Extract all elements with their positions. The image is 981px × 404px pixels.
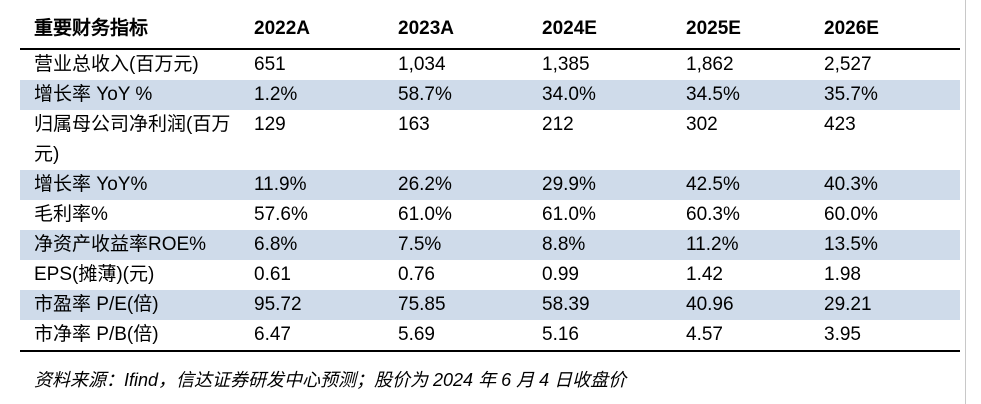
cell-value: 2,527: [824, 54, 872, 75]
cell-value: 6.8%: [240, 230, 384, 260]
row-label: 增长率 YoY %: [20, 80, 240, 110]
cell-value: 60.0%: [824, 204, 878, 225]
cell-value: 1,034: [398, 54, 446, 75]
cell-value: 75.85: [384, 290, 528, 320]
cell-value: 302: [686, 114, 718, 135]
cell-value: 13.5%: [810, 230, 960, 260]
row-label: 市净率 P/B(倍): [20, 320, 240, 352]
header-2026e: 2026E: [810, 10, 960, 50]
cell-value: 34.5%: [672, 80, 810, 110]
cell-value: 1.42: [686, 264, 723, 285]
source-note: 资料来源：Ifind，信达证券研发中心预测；股价为 2024 年 6 月 4 日…: [34, 370, 627, 390]
row-label: 归属母公司净利润(百万元): [34, 114, 231, 165]
cell-value: 1,385: [542, 54, 590, 75]
cell-value: 26.2%: [384, 170, 528, 200]
cell-value: 1.98: [824, 264, 861, 285]
cell-value: 4.57: [672, 320, 810, 352]
header-2024e: 2024E: [528, 10, 672, 50]
header-2022a: 2022A: [240, 10, 384, 50]
cell-value: 58.7%: [384, 80, 528, 110]
cell-value: 61.0%: [542, 204, 596, 225]
header-2023a: 2023A: [384, 10, 528, 50]
cell-value: 57.6%: [254, 204, 308, 225]
row-net-profit: 归属母公司净利润(百万元) 129 163 212 302 423: [20, 110, 960, 170]
row-eps: EPS(摊薄)(元) 0.61 0.76 0.99 1.42 1.98: [20, 260, 960, 290]
cell-value: 29.9%: [528, 170, 672, 200]
cell-value: 60.3%: [686, 204, 740, 225]
cell-value: 3.95: [810, 320, 960, 352]
cell-value: 29.21: [810, 290, 960, 320]
cell-value: 212: [542, 114, 574, 135]
cell-value: 40.96: [672, 290, 810, 320]
cell-value: 0.61: [254, 264, 291, 285]
cell-value: 34.0%: [528, 80, 672, 110]
cell-value: 6.47: [240, 320, 384, 352]
cell-value: 11.2%: [672, 230, 810, 260]
row-label: 毛利率%: [34, 204, 108, 225]
header-indicator: 重要财务指标: [20, 10, 240, 50]
cell-value: 129: [254, 114, 286, 135]
row-pb: 市净率 P/B(倍) 6.47 5.69 5.16 4.57 3.95: [20, 320, 960, 352]
row-roe: 净资产收益率ROE% 6.8% 7.5% 8.8% 11.2% 13.5%: [20, 230, 960, 260]
cell-value: 0.76: [398, 264, 435, 285]
table-header-row: 重要财务指标 2022A 2023A 2024E 2025E 2026E: [20, 10, 960, 50]
row-gross-margin: 毛利率% 57.6% 61.0% 61.0% 60.3% 60.0%: [20, 200, 960, 230]
row-label: 营业总收入(百万元): [34, 54, 199, 75]
row-profit-growth: 增长率 YoY% 11.9% 26.2% 29.9% 42.5% 40.3%: [20, 170, 960, 200]
cell-value: 5.69: [384, 320, 528, 352]
row-pe: 市盈率 P/E(倍) 95.72 75.85 58.39 40.96 29.21: [20, 290, 960, 320]
cell-value: 7.5%: [384, 230, 528, 260]
cell-value: 651: [254, 54, 286, 75]
cell-value: 42.5%: [672, 170, 810, 200]
row-label: 增长率 YoY%: [20, 170, 240, 200]
cell-value: 8.8%: [528, 230, 672, 260]
financial-indicators-table: 重要财务指标 2022A 2023A 2024E 2025E 2026E 营业总…: [20, 10, 960, 352]
cell-value: 58.39: [528, 290, 672, 320]
row-label: 净资产收益率ROE%: [20, 230, 240, 260]
cell-value: 423: [824, 114, 856, 135]
row-label: EPS(摊薄)(元): [34, 264, 155, 285]
row-revenue-growth: 增长率 YoY % 1.2% 58.7% 34.0% 34.5% 35.7%: [20, 80, 960, 110]
cell-value: 163: [398, 114, 430, 135]
cell-value: 1,862: [686, 54, 734, 75]
header-2025e: 2025E: [672, 10, 810, 50]
row-total-revenue: 营业总收入(百万元) 651 1,034 1,385 1,862 2,527: [20, 49, 960, 80]
cell-value: 1.2%: [240, 80, 384, 110]
cell-value: 35.7%: [810, 80, 960, 110]
row-label: 市盈率 P/E(倍): [20, 290, 240, 320]
cell-value: 95.72: [240, 290, 384, 320]
cell-value: 11.9%: [240, 170, 384, 200]
cell-value: 5.16: [528, 320, 672, 352]
cell-value: 0.99: [542, 264, 579, 285]
cell-value: 40.3%: [810, 170, 960, 200]
cell-value: 61.0%: [398, 204, 452, 225]
